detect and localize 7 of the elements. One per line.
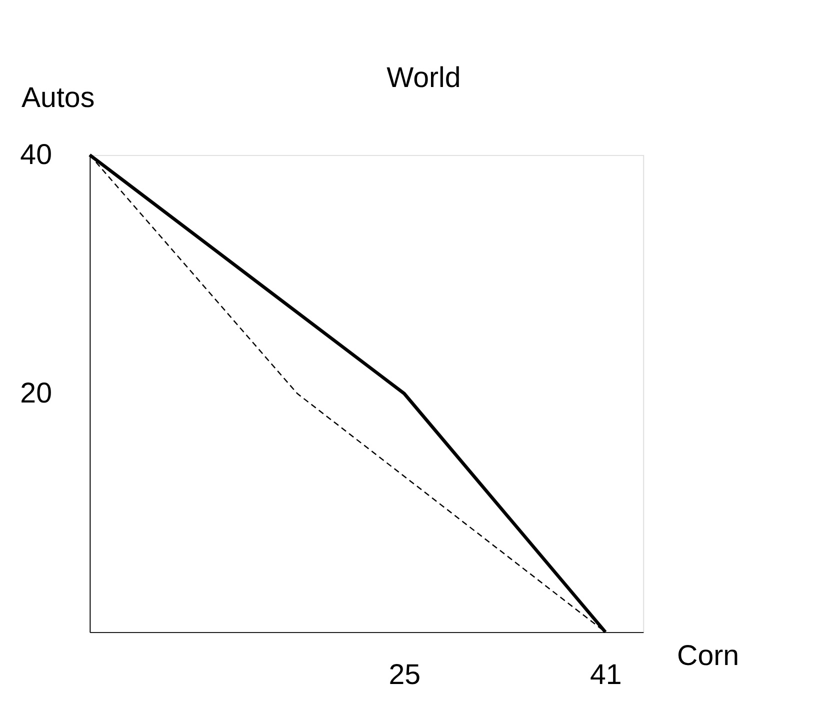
x-axis-title: Corn [677,640,740,672]
chart-title: World [386,62,461,94]
x-tick-label: 41 [590,659,622,692]
y-axis-title: Autos [21,82,95,114]
y-tick-label: 40 [20,139,52,172]
y-tick-label: 20 [20,378,52,410]
x-tick-label: 25 [388,659,421,692]
